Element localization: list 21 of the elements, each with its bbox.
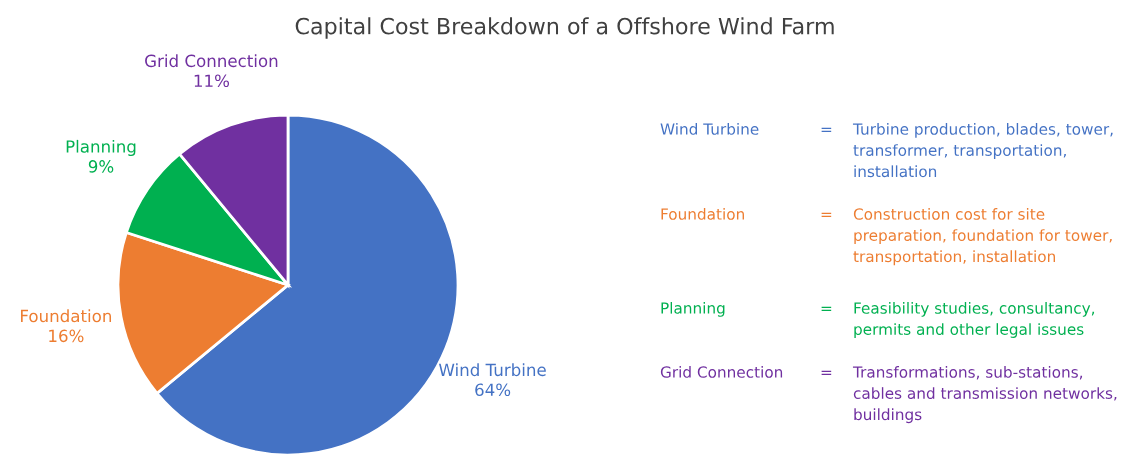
text: Planning bbox=[661, 302, 725, 317]
slice-label: Wind Turbine bbox=[439, 363, 546, 377]
data-label: 64% bbox=[475, 383, 511, 397]
text: = bbox=[821, 306, 832, 311]
text: Foundation bbox=[661, 208, 744, 220]
data-label: 9% bbox=[88, 160, 114, 173]
data-label: 11% bbox=[194, 74, 230, 88]
text: = bbox=[821, 127, 832, 132]
slice-label: Foundation bbox=[21, 309, 111, 323]
chart-title: Capital Cost Breakdown of a Offshore Wind Farm bbox=[295, 17, 834, 39]
text: = bbox=[821, 370, 832, 375]
text: Transformations, sub-stations, cables and transmission networks, buildings bbox=[852, 366, 1117, 424]
data-label: 16% bbox=[49, 329, 84, 343]
slice-label: Planning bbox=[66, 139, 136, 157]
text: Turbine production, blades, tower, transformer, transportation, installation bbox=[852, 123, 1113, 178]
text: Feasibility studies, consultancy, permits and other legal issues bbox=[854, 302, 1095, 338]
text: Grid Connection bbox=[660, 366, 783, 378]
text: = bbox=[821, 212, 832, 217]
text: Wind Turbine bbox=[660, 123, 759, 135]
text: Construction cost for site preparation, foundation for tower, transportation, installation bbox=[853, 208, 1112, 266]
slice-label: Grid Connection bbox=[145, 54, 278, 68]
